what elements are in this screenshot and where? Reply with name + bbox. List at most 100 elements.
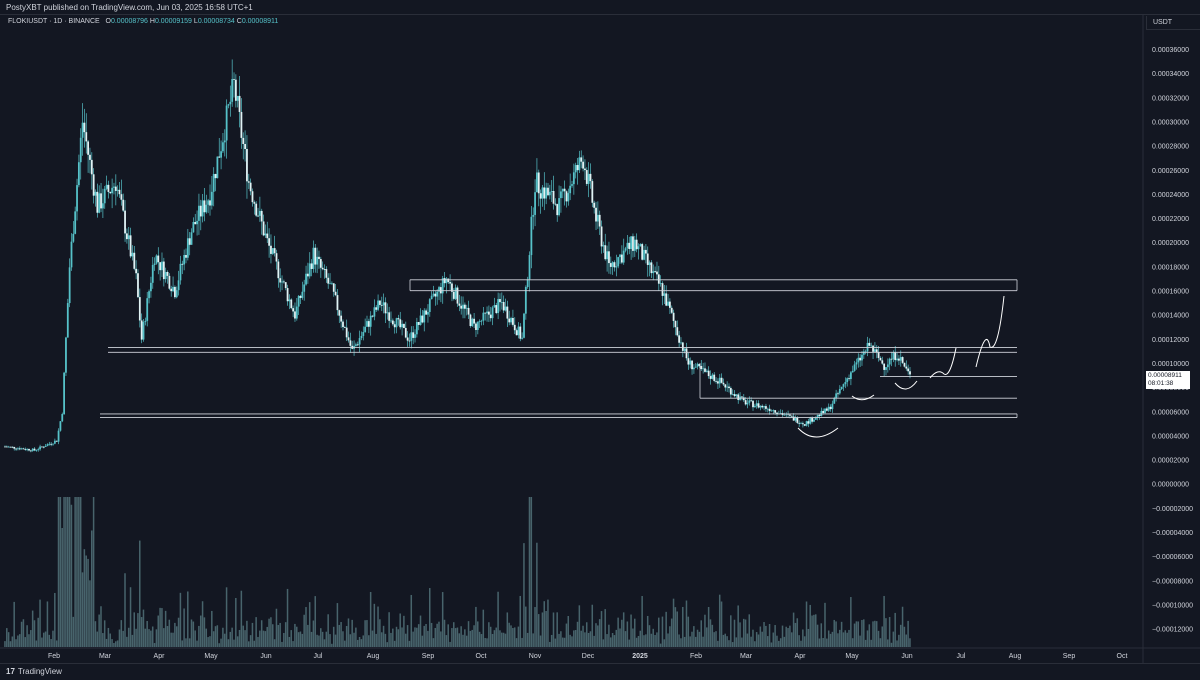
candle-body — [722, 382, 725, 385]
candle-body — [674, 320, 677, 328]
volume-bar — [656, 632, 658, 647]
volume-bar — [340, 622, 342, 647]
volume-bar — [754, 641, 756, 647]
candle-body — [718, 377, 721, 384]
volume-bar — [661, 616, 664, 647]
candle-body — [425, 310, 428, 315]
volume-bar — [637, 635, 640, 647]
volume-bar — [477, 621, 479, 647]
volume-bar — [866, 630, 869, 647]
volume-bar — [78, 497, 80, 647]
time-tick-label: Dec — [582, 653, 595, 660]
volume-bar — [811, 615, 813, 647]
volume-bar — [907, 620, 909, 647]
candle-body — [336, 295, 339, 311]
volume-bar — [168, 619, 171, 647]
volume-bar — [336, 603, 339, 647]
volume-bar — [807, 628, 810, 647]
volume-bar — [460, 626, 462, 647]
volume-bar — [92, 497, 95, 647]
currency-label[interactable]: USDT — [1146, 16, 1200, 30]
volume-bar — [445, 635, 448, 647]
volume-bar — [275, 608, 278, 647]
candlestick-chart[interactable]: 0.00036000 0.00034000 0.00032000 0.00030000… — [0, 15, 1200, 663]
candle-body — [617, 257, 620, 267]
candle-body — [783, 414, 786, 416]
volume-bar — [425, 623, 427, 647]
time-tick-label: Nov — [529, 653, 542, 660]
volume-bar — [578, 605, 581, 647]
candle-body — [445, 278, 448, 284]
candle-body — [746, 402, 749, 405]
price-tick-label: 0.00018000 — [1152, 264, 1189, 271]
volume-bar — [198, 625, 200, 647]
volume-bar — [238, 629, 241, 647]
candle-body — [360, 335, 363, 339]
volume-bar — [157, 615, 159, 647]
price-tick-label: 0.00012000 — [1152, 337, 1189, 344]
candle-body — [264, 233, 267, 236]
volume-bar — [251, 622, 254, 647]
candle-body — [103, 188, 106, 204]
candle-body — [667, 301, 669, 306]
volume-bar — [765, 625, 767, 647]
volume-bar — [805, 601, 808, 647]
volume-bar — [421, 635, 424, 647]
candle-body — [859, 357, 862, 361]
volume-bar — [382, 625, 385, 647]
volume-bar — [523, 543, 525, 647]
volume-bar — [722, 634, 725, 647]
volume-bar — [308, 602, 311, 647]
candle-body — [391, 320, 394, 325]
candle-body — [820, 410, 823, 416]
candle-body — [234, 79, 237, 101]
chart-pane[interactable]: 0.00036000 0.00034000 0.00032000 0.00030000… — [0, 15, 1200, 663]
candle-body — [512, 317, 514, 325]
candle-body — [273, 248, 276, 254]
volume-bar — [17, 635, 19, 647]
volume-bar — [277, 624, 280, 647]
volume-bar — [877, 630, 880, 647]
volume-bar — [314, 596, 316, 647]
candle-body — [493, 305, 496, 308]
candle-body — [144, 320, 147, 323]
candle-body — [305, 273, 307, 285]
volume-bar — [48, 634, 51, 647]
volume-bar — [443, 619, 446, 647]
rounded-bottom-arc — [797, 427, 839, 438]
volume-bar — [850, 597, 852, 647]
candle-body — [94, 191, 97, 196]
volume-bar — [126, 636, 128, 647]
volume-bar — [423, 625, 425, 647]
volume-bar — [552, 612, 555, 647]
candle-body — [901, 357, 904, 363]
candle-body — [853, 364, 856, 371]
candle-body — [842, 384, 845, 387]
candle-body — [441, 278, 444, 294]
volume-bar — [297, 632, 300, 647]
volume-bar — [187, 591, 189, 647]
candle-body — [598, 214, 601, 227]
candle-body — [578, 157, 581, 171]
volume-bar — [94, 621, 97, 647]
volume-bar — [153, 643, 156, 647]
time-tick-label: Mar — [99, 653, 112, 660]
volume-bar — [220, 638, 222, 647]
volume-bar — [410, 594, 413, 647]
candle-body — [877, 352, 880, 358]
candle-body — [343, 327, 346, 328]
volume-bar — [233, 639, 235, 647]
volume-bar — [613, 635, 616, 647]
candle-body — [683, 348, 686, 351]
candle-body — [772, 410, 775, 411]
volume-bar — [506, 612, 509, 647]
volume-bar — [118, 629, 121, 647]
candle-body — [164, 271, 167, 280]
candle-body — [837, 393, 839, 395]
volume-bar — [781, 625, 784, 647]
candle-body — [851, 370, 854, 373]
candle-body — [238, 95, 241, 112]
volume-bar — [730, 615, 732, 647]
volume-bar — [290, 630, 292, 647]
candle-body — [465, 307, 468, 309]
